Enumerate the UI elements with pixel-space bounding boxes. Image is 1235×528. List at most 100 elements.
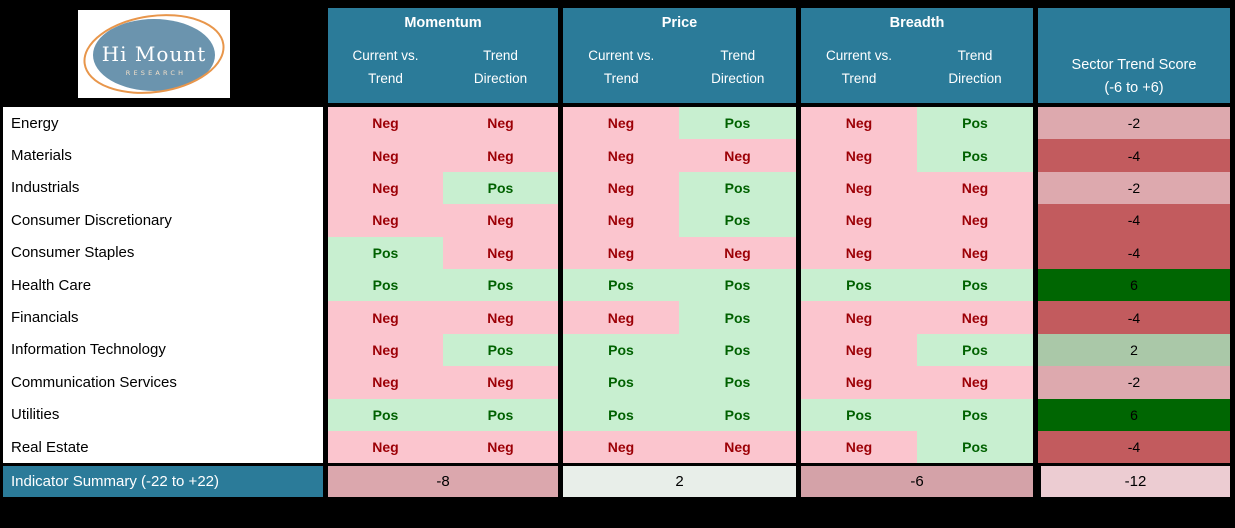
indicator-cell-momentum-current: Pos xyxy=(328,268,443,302)
indicator-cell-price-current: Neg xyxy=(563,171,679,205)
momentum-subheaders: Current vs. Trend Trend Direction xyxy=(328,44,558,90)
indicator-cell-breadth-direction: Neg xyxy=(917,301,1033,334)
indicator-cell-price-current: Neg xyxy=(563,301,679,334)
indicator-cell-price-direction: Pos xyxy=(679,107,796,140)
indicator-cell-momentum-direction: Neg xyxy=(443,366,558,399)
sector-label: Utilities xyxy=(3,398,323,431)
sector-trend-score-cell: 6 xyxy=(1038,398,1230,431)
indicator-cell-price-current: Pos xyxy=(563,366,679,399)
indicator-cell-momentum-current: Neg xyxy=(328,301,443,334)
sector-label: Communication Services xyxy=(3,366,323,399)
indicator-cell-momentum-direction: Pos xyxy=(443,333,558,367)
indicator-cell-price-current: Neg xyxy=(563,107,679,140)
indicator-cell-momentum-direction: Pos xyxy=(443,171,558,205)
indicator-cell-price-direction: Pos xyxy=(679,366,796,399)
indicator-cell-breadth-current: Neg xyxy=(801,366,917,399)
hi-mount-research-logo: Hi Mount RESEARCH xyxy=(78,10,230,98)
logo-blue-oval xyxy=(93,19,215,91)
indicator-cell-breadth-direction: Pos xyxy=(917,398,1033,431)
summary-value-breadth: -6 xyxy=(801,466,1033,498)
subheader-price-trend-direction: Trend Direction xyxy=(711,48,765,86)
indicator-cell-breadth-current: Neg xyxy=(801,107,917,140)
indicator-cell-breadth-direction: Pos xyxy=(917,268,1033,302)
indicator-cell-price-current: Neg xyxy=(563,204,679,237)
indicator-cell-price-current: Pos xyxy=(563,268,679,302)
indicator-cell-price-current: Neg xyxy=(563,139,679,172)
sector-label: Consumer Staples xyxy=(3,236,323,269)
indicator-cell-breadth-current: Neg xyxy=(801,171,917,205)
indicator-cell-breadth-current: Neg xyxy=(801,236,917,269)
indicator-cell-price-direction: Pos xyxy=(679,398,796,431)
subheader-price-current-vs-trend: Current vs. Trend xyxy=(588,48,655,86)
indicator-cell-breadth-current: Neg xyxy=(801,204,917,237)
summary-value-momentum: -8 xyxy=(328,466,558,498)
indicator-cell-price-current: Neg xyxy=(563,430,679,464)
indicator-cell-breadth-current: Pos xyxy=(801,398,917,431)
indicator-cell-momentum-current: Pos xyxy=(328,236,443,269)
indicator-cell-momentum-direction: Neg xyxy=(443,236,558,269)
indicator-cell-price-direction: Pos xyxy=(679,268,796,302)
subheader-momentum-trend-direction: Trend Direction xyxy=(473,48,528,86)
indicator-cell-momentum-current: Neg xyxy=(328,204,443,237)
sector-trend-score-cell: -2 xyxy=(1038,107,1230,140)
indicator-cell-breadth-direction: Neg xyxy=(917,204,1033,237)
logo-subtitle: RESEARCH xyxy=(126,69,187,77)
indicator-cell-price-direction: Pos xyxy=(679,301,796,334)
sector-trend-score-cell: -2 xyxy=(1038,171,1230,205)
sector-label: Industrials xyxy=(3,171,323,205)
indicator-cell-price-direction: Neg xyxy=(679,430,796,464)
summary-value-price: 2 xyxy=(563,466,796,498)
logo-graphic: Hi Mount RESEARCH xyxy=(83,14,225,94)
logo-title: Hi Mount xyxy=(102,42,207,66)
group-label-momentum: Momentum xyxy=(404,15,482,31)
indicator-cell-breadth-current: Pos xyxy=(801,268,917,302)
indicator-cell-breadth-direction: Neg xyxy=(917,236,1033,269)
indicator-cell-momentum-direction: Pos xyxy=(443,268,558,302)
sector-trend-grid: Hi Mount RESEARCH Momentum Current vs. T… xyxy=(3,8,1230,498)
indicator-cell-momentum-direction: Neg xyxy=(443,139,558,172)
breadth-subheaders: Current vs. Trend Trend Direction xyxy=(801,44,1033,90)
indicator-cell-breadth-direction: Neg xyxy=(917,366,1033,399)
indicator-cell-momentum-current: Neg xyxy=(328,333,443,367)
sector-trend-score-cell: -4 xyxy=(1038,301,1230,334)
indicator-cell-momentum-current: Neg xyxy=(328,139,443,172)
indicator-cell-momentum-current: Neg xyxy=(328,107,443,140)
sector-trend-score-cell: -4 xyxy=(1038,139,1230,172)
indicator-cell-breadth-current: Neg xyxy=(801,430,917,464)
column-group-breadth: Breadth Current vs. Trend Trend Directio… xyxy=(801,8,1033,103)
indicator-cell-price-direction: Pos xyxy=(679,171,796,205)
indicator-cell-breadth-current: Neg xyxy=(801,301,917,334)
sector-label: Consumer Discretionary xyxy=(3,204,323,237)
group-label-breadth: Breadth xyxy=(889,15,945,31)
indicator-cell-momentum-direction: Neg xyxy=(443,204,558,237)
subheader-breadth-trend-direction: Trend Direction xyxy=(948,48,1002,86)
indicator-cell-breadth-direction: Pos xyxy=(917,139,1033,172)
indicator-cell-momentum-current: Pos xyxy=(328,398,443,431)
indicator-cell-breadth-direction: Pos xyxy=(917,430,1033,464)
indicator-cell-breadth-current: Neg xyxy=(801,333,917,367)
sector-label: Information Technology xyxy=(3,333,323,367)
sector-label: Financials xyxy=(3,301,323,334)
group-label-price: Price xyxy=(661,15,698,31)
indicator-cell-momentum-current: Neg xyxy=(328,430,443,464)
indicator-cell-momentum-direction: Pos xyxy=(443,398,558,431)
subheader-momentum-current-vs-trend: Current vs. Trend xyxy=(352,48,419,86)
sector-label: Real Estate xyxy=(3,430,323,464)
indicator-cell-momentum-direction: Neg xyxy=(443,107,558,140)
indicator-cell-price-current: Pos xyxy=(563,398,679,431)
indicator-cell-price-current: Neg xyxy=(563,236,679,269)
indicator-cell-price-direction: Neg xyxy=(679,139,796,172)
column-header-sector-trend-score: Sector Trend Score (-6 to +6) xyxy=(1038,8,1230,103)
indicator-cell-price-direction: Pos xyxy=(679,204,796,237)
indicator-cell-momentum-direction: Neg xyxy=(443,430,558,464)
price-subheaders: Current vs. Trend Trend Direction xyxy=(563,44,796,90)
sector-trend-score-cell: -2 xyxy=(1038,366,1230,399)
indicator-cell-momentum-current: Neg xyxy=(328,366,443,399)
sector-trend-score-cell: -4 xyxy=(1038,204,1230,237)
sector-trend-score-cell: -4 xyxy=(1038,430,1230,464)
sector-trend-score-cell: 2 xyxy=(1038,333,1230,367)
indicator-cell-breadth-direction: Pos xyxy=(917,333,1033,367)
indicator-cell-breadth-current: Neg xyxy=(801,139,917,172)
indicator-cell-breadth-direction: Pos xyxy=(917,107,1033,140)
